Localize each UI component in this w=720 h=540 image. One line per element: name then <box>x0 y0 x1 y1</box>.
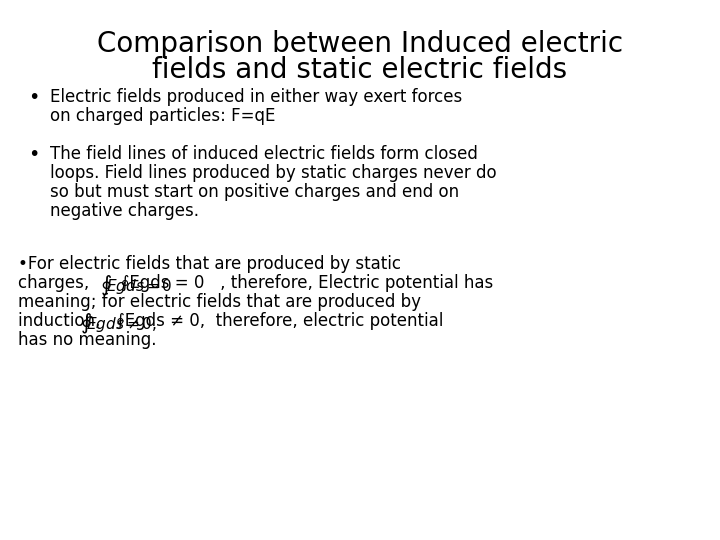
Text: has no meaning.: has no meaning. <box>18 331 156 349</box>
Text: on charged particles: F=qE: on charged particles: F=qE <box>50 107 275 125</box>
Text: •For electric fields that are produced by static: •For electric fields that are produced b… <box>18 255 401 273</box>
Text: loops. Field lines produced by static charges never do: loops. Field lines produced by static ch… <box>50 164 497 182</box>
Text: Comparison between Induced electric: Comparison between Induced electric <box>97 30 623 58</box>
Text: The field lines of induced electric fields form closed: The field lines of induced electric fiel… <box>50 145 478 163</box>
Text: meaning; for electric fields that are produced by: meaning; for electric fields that are pr… <box>18 293 421 311</box>
Text: •: • <box>28 145 40 164</box>
Text: fields and static electric fields: fields and static electric fields <box>153 56 567 84</box>
Text: induction,   ∮Egds ≠ 0,  therefore, electric potential: induction, ∮Egds ≠ 0, therefore, electri… <box>18 312 444 330</box>
Text: $\oint\!\!Egds = 0$: $\oint\!\!Egds = 0$ <box>100 274 173 298</box>
Text: •: • <box>28 88 40 107</box>
Text: $\oint\!\!Egds \neq 0,$: $\oint\!\!Egds \neq 0,$ <box>80 312 157 336</box>
Text: negative charges.: negative charges. <box>50 202 199 220</box>
Text: charges,      ∮Egds = 0   , therefore, Electric potential has: charges, ∮Egds = 0 , therefore, Electric… <box>18 274 493 292</box>
Text: so but must start on positive charges and end on: so but must start on positive charges an… <box>50 183 459 201</box>
Text: Electric fields produced in either way exert forces: Electric fields produced in either way e… <box>50 88 462 106</box>
